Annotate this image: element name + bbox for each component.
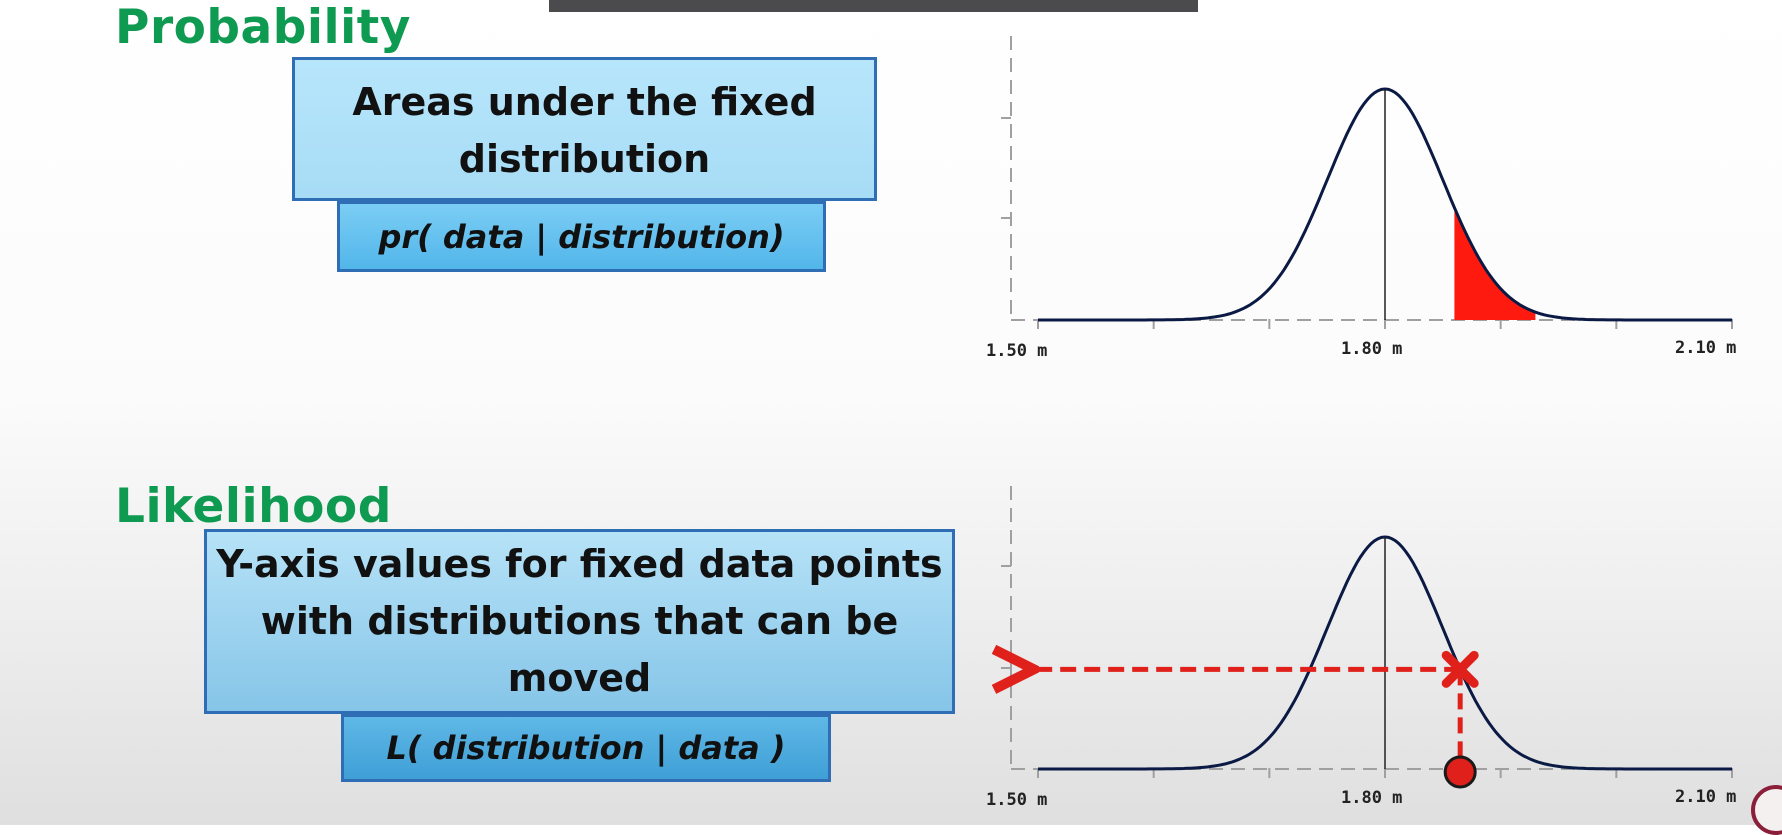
likelihood-plot: 1.50 m 1.80 m 2.10 m	[986, 486, 1736, 810]
probability-formula-text: pr( data | distribution)	[378, 217, 785, 256]
likelihood-definition-box: Y-axis values for fixed data points with…	[204, 529, 955, 714]
probability-definition-text: Areas under the fixed distribution	[352, 80, 817, 181]
bottom-x-tick-label-3: 2.10 m	[1675, 787, 1736, 807]
likelihood-heading: Likelihood	[115, 479, 392, 534]
probability-formula-box: pr( data | distribution)	[337, 201, 826, 272]
data-point-marker	[1443, 755, 1477, 789]
top-x-tick-label-2: 1.80 m	[1341, 339, 1402, 359]
shaded-area	[1454, 207, 1536, 320]
bottom-x-tick-label-2: 1.80 m	[1341, 788, 1402, 808]
likelihood-formula-text: L( distribution | data )	[386, 729, 786, 767]
cross-stroke	[1441, 650, 1479, 688]
top-x-tick-label-3: 2.10 m	[1675, 338, 1736, 358]
video-top-bar	[549, 0, 1198, 12]
probability-heading: Probability	[115, 0, 411, 55]
likelihood-definition-text: Y-axis values for fixed data points with…	[216, 542, 943, 700]
probability-plot: 1.50 m 1.80 m 2.10 m	[986, 36, 1736, 361]
likelihood-formula-box: L( distribution | data )	[341, 714, 831, 782]
top-x-tick-label-1: 1.50 m	[986, 341, 1047, 361]
probability-definition-box: Areas under the fixed distribution	[292, 57, 877, 201]
bottom-x-tick-label-1: 1.50 m	[986, 790, 1047, 810]
likelihood-cross-marker	[1441, 650, 1479, 688]
